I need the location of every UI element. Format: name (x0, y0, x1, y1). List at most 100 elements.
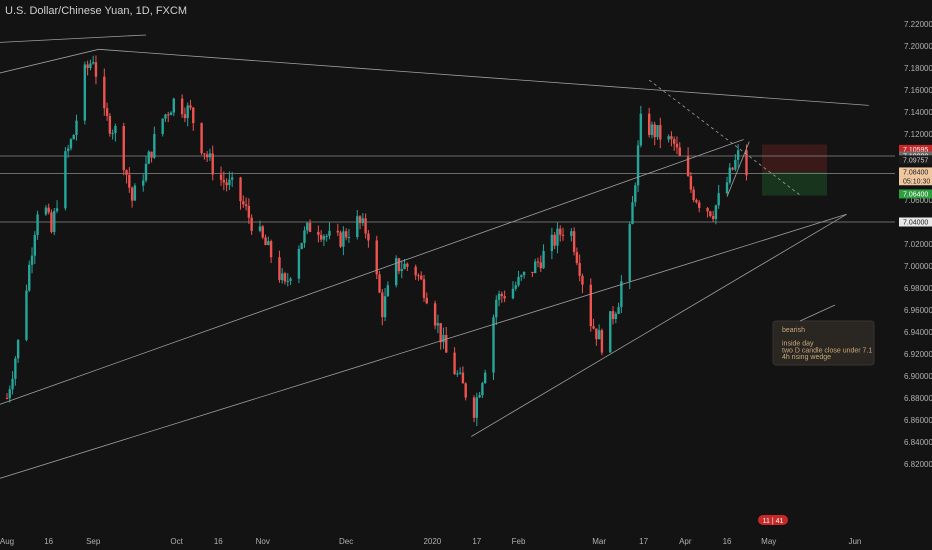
candle-body (66, 148, 70, 152)
candle-body (122, 126, 125, 171)
candle-body (75, 120, 78, 135)
candle-body (483, 372, 487, 384)
candle-body (36, 214, 39, 236)
candle-body (686, 155, 690, 176)
x-tick-label: Apr (679, 537, 692, 546)
candle-body (208, 153, 212, 158)
candle-body (736, 150, 740, 160)
note-box (772, 320, 875, 366)
candle-body (50, 212, 53, 233)
y-tick-label: 7.12000 (904, 130, 932, 139)
candle-body (283, 273, 287, 282)
candle-body (520, 275, 523, 277)
price-tag: 7.09757 (899, 155, 932, 164)
candle-body (395, 258, 398, 286)
price-tag: 7.10595 (899, 144, 932, 154)
candle-body (500, 293, 504, 297)
candle-body (222, 179, 226, 183)
candle-body (581, 275, 584, 285)
candle-body (539, 262, 542, 269)
candle-body (53, 211, 56, 233)
candle-body (422, 279, 426, 298)
candle-body (289, 278, 292, 281)
candle-body (492, 317, 495, 373)
candle-body (420, 275, 423, 280)
x-tick-label: Jun (848, 537, 861, 546)
candle-body (103, 76, 106, 109)
trend-line (0, 139, 744, 405)
candle-body (342, 231, 345, 247)
candle-body (114, 126, 117, 134)
candle-body (69, 139, 73, 149)
candle-body (325, 235, 328, 237)
candle-body (650, 124, 654, 135)
candle-body (361, 218, 365, 224)
candle-body (172, 98, 175, 113)
candle-body (572, 231, 576, 253)
candle-body (180, 98, 184, 115)
stop-zone (762, 144, 827, 172)
candle-body (620, 281, 623, 308)
y-tick-label: 6.86000 (904, 416, 932, 425)
candle-body (628, 224, 631, 282)
price-tag: 7.08400 (899, 167, 932, 177)
candle-body (647, 113, 651, 135)
candle-body (364, 218, 367, 234)
candle-body (695, 200, 698, 203)
candle-body (328, 230, 331, 236)
candle-body (225, 182, 228, 186)
candle-body (142, 180, 145, 186)
candle-body (458, 372, 462, 374)
price-tag: 05:10:30 (899, 176, 932, 185)
candle-body (344, 231, 348, 238)
candle-body (639, 113, 643, 146)
price-tag-label: 7.04000 (903, 220, 928, 227)
candle-body (247, 206, 251, 218)
candle-body (30, 255, 34, 265)
y-tick-label: 6.92000 (904, 350, 932, 359)
candle-body (656, 125, 659, 138)
candle-body (186, 105, 189, 119)
candle-body (375, 240, 378, 275)
badge-pill (758, 515, 788, 525)
candle-body (556, 228, 559, 246)
candle-body (383, 296, 387, 318)
candle-body (611, 311, 615, 320)
candle-body (559, 228, 562, 235)
candle-body (319, 234, 323, 240)
x-tick-label: 16 (44, 537, 53, 546)
trend-line (648, 79, 800, 195)
price-tag-label: 7.08400 (903, 170, 928, 177)
candle-body (717, 193, 720, 206)
target-zone (762, 171, 827, 196)
candle-body (575, 252, 579, 264)
candle-body (728, 167, 731, 183)
candle-body (306, 222, 309, 231)
y-tick-label: 6.84000 (904, 438, 932, 447)
candle-body (83, 64, 87, 121)
candle-body (386, 285, 390, 297)
candle-body (475, 397, 479, 418)
candle-body (278, 257, 281, 281)
candle-body (133, 185, 137, 201)
candle-body (456, 373, 459, 375)
candle-body (517, 276, 520, 286)
event-badge: 11 | 41 (758, 515, 788, 525)
candle-body (531, 271, 534, 274)
candle-body (378, 274, 381, 293)
candle-body (16, 339, 20, 359)
y-tick-label: 7.18000 (904, 64, 932, 73)
candle-body (406, 263, 409, 267)
candle-body (472, 397, 476, 418)
candle-body (228, 179, 231, 186)
candle-body (339, 232, 342, 247)
candle-body (358, 216, 362, 224)
candle-body (169, 112, 173, 116)
x-tick-label: May (761, 537, 776, 546)
candle-body (403, 263, 406, 270)
candle-body (44, 207, 48, 215)
candle-body (536, 261, 540, 263)
